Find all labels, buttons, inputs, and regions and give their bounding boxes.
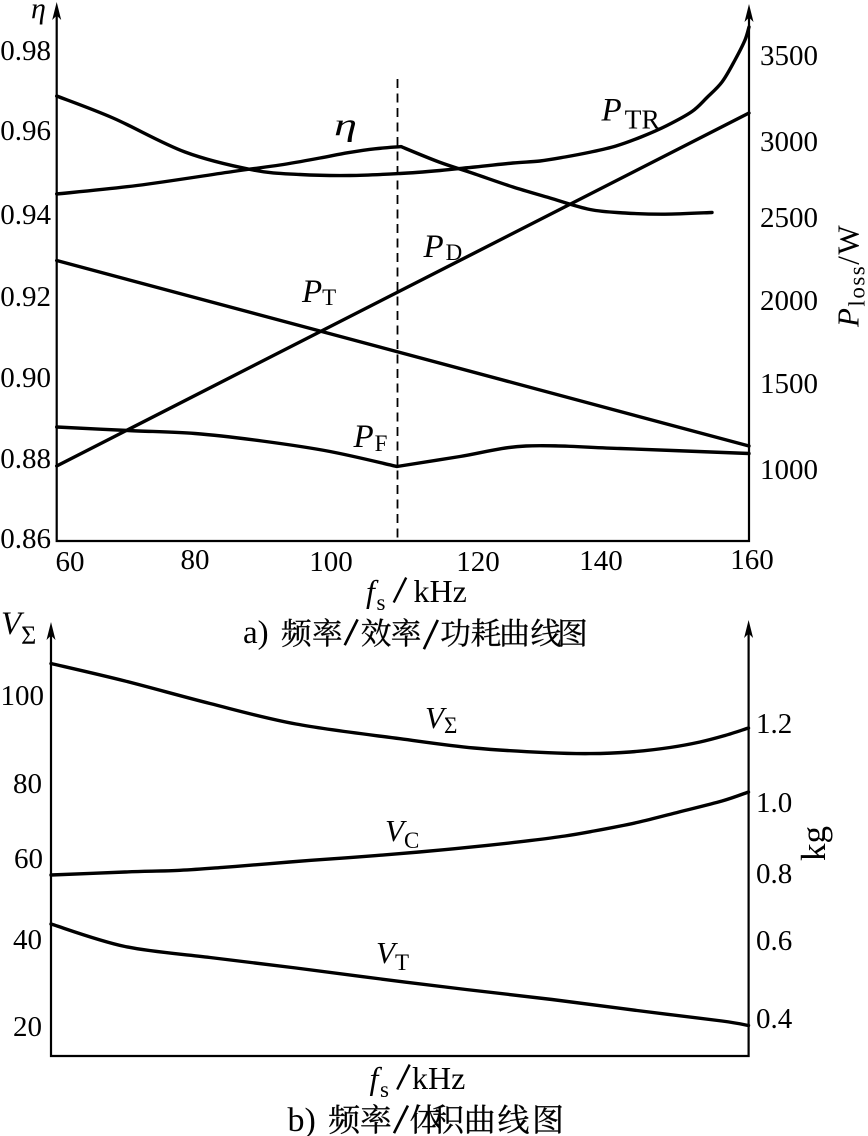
svg-text:η: η <box>334 106 357 142</box>
svg-text:PTR: P TR <box>601 93 661 135</box>
svg-text:140: 140 <box>579 545 623 577</box>
svg-text:1000: 1000 <box>760 454 818 486</box>
svg-text:0.94: 0.94 <box>0 199 51 231</box>
svg-text:80: 80 <box>13 768 42 800</box>
svg-text:Ploss/W: Ploss/W <box>831 224 868 328</box>
svg-text:VΣ: VΣ <box>1 606 36 650</box>
svg-text:2000: 2000 <box>760 285 818 317</box>
svg-text:0.86: 0.86 <box>0 523 51 555</box>
svg-text:0.8: 0.8 <box>756 858 792 890</box>
svg-text:160: 160 <box>730 544 774 576</box>
svg-text:2500: 2500 <box>760 202 818 234</box>
svg-text:1.0: 1.0 <box>756 787 792 819</box>
svg-text:η: η <box>31 0 46 25</box>
svg-text:60: 60 <box>14 843 43 875</box>
svg-text:PT: PT <box>301 274 336 310</box>
svg-text:a): a) <box>243 615 269 651</box>
svg-text:100: 100 <box>1 680 45 712</box>
svg-text:PF: PF <box>353 419 388 456</box>
svg-text:b): b) <box>288 1102 316 1136</box>
svg-text:VC: VC <box>385 813 419 853</box>
svg-text:kHz: kHz <box>414 573 467 609</box>
svg-text:3500: 3500 <box>760 40 818 72</box>
svg-text:0.90: 0.90 <box>0 362 51 394</box>
svg-text:VΣ: VΣ <box>425 700 457 738</box>
svg-text:3000: 3000 <box>760 126 818 158</box>
svg-text:40: 40 <box>13 924 42 956</box>
svg-text:80: 80 <box>181 544 210 576</box>
svg-text:0.96: 0.96 <box>0 115 51 147</box>
svg-text:20: 20 <box>13 1011 42 1043</box>
svg-text:0.92: 0.92 <box>0 281 51 313</box>
svg-text:1500: 1500 <box>760 368 818 400</box>
svg-text:VT: VT <box>376 935 409 975</box>
svg-text:120: 120 <box>456 546 500 578</box>
svg-text:kg: kg <box>794 826 833 861</box>
svg-text:s: s <box>377 590 386 615</box>
svg-text:100: 100 <box>309 546 353 578</box>
svg-text:0.88: 0.88 <box>0 443 51 475</box>
svg-text:0.98: 0.98 <box>0 35 51 67</box>
svg-text:PD: PD <box>423 229 463 265</box>
svg-text:kHz: kHz <box>412 1060 465 1096</box>
svg-text:0.4: 0.4 <box>756 1003 793 1035</box>
svg-text:1.2: 1.2 <box>756 708 792 740</box>
svg-text:s: s <box>380 1077 389 1102</box>
svg-text:0.6: 0.6 <box>756 925 792 957</box>
svg-text:60: 60 <box>56 546 85 578</box>
